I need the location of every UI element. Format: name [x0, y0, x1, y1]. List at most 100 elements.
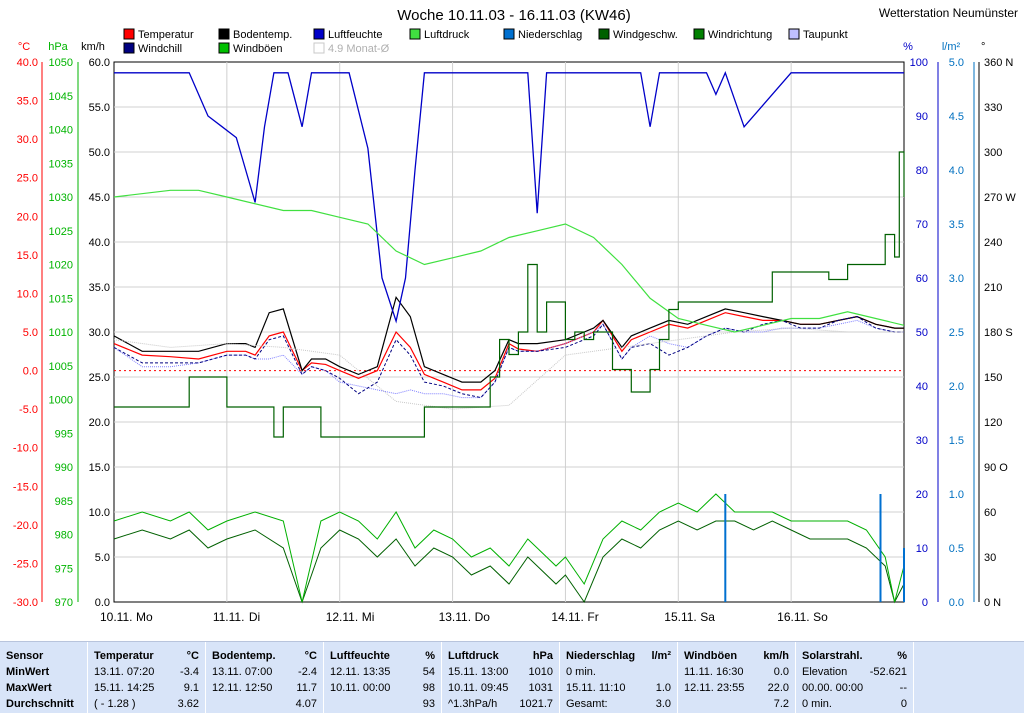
- series-line-windrichtung: [114, 151, 905, 438]
- axis-tick-humidity: 100: [910, 57, 928, 69]
- axis-tick-rain: 2.5: [949, 327, 964, 339]
- stats-column: Temperatur °C 13.11. 07:20 -3.4 15.11. 14:25…: [88, 642, 205, 713]
- legend-label: Luftdruck: [424, 29, 470, 41]
- legend-swatch: [123, 42, 135, 54]
- axis-tick-pressure: 1000: [49, 395, 73, 407]
- legend-swatch: [788, 28, 800, 40]
- stats-column-unit: km/h: [763, 650, 789, 662]
- axis-tick-pressure: 975: [55, 563, 73, 575]
- axis-tick-temp: -15.0: [13, 481, 38, 493]
- axis-tick-temp: 20.0: [17, 211, 38, 223]
- rain-bar: [903, 548, 905, 602]
- stats-cell-value: 1031: [528, 682, 553, 694]
- stats-cell-value: -3.4: [180, 666, 199, 678]
- legend-label: Luftfeuchte: [328, 29, 382, 41]
- stats-column: Windböen km/h 11.11. 16:30 0.0 12.11. 23:55 2…: [678, 642, 795, 713]
- axis-tick-wind: 10.0: [89, 507, 110, 519]
- legend-swatch: [218, 28, 230, 40]
- stats-column-unit: %: [897, 650, 907, 662]
- stats-column-title: Solarstrahl.: [802, 650, 863, 662]
- stats-cell-value: -52.621: [869, 666, 907, 678]
- x-tick-date: 10.11.: [100, 610, 132, 624]
- stats-separator: [205, 642, 206, 713]
- axis-tick-pressure: 1025: [49, 226, 73, 238]
- axis-tick-rain: 3.0: [949, 273, 964, 285]
- axis-tick-direction: 330: [984, 102, 1002, 114]
- series-line-windb-en: [113, 493, 905, 603]
- axis-tick-rain: 1.0: [949, 489, 964, 501]
- stats-cell-time: 13.11. 07:20: [94, 666, 155, 678]
- legend-swatch: [693, 28, 705, 40]
- x-tick-day: Di: [249, 610, 260, 624]
- axis-tick-wind: 5.0: [95, 552, 110, 564]
- stats-cell-time: 0 min.: [566, 666, 596, 678]
- axis-tick-pressure: 1050: [49, 57, 73, 69]
- x-tick-date: 11.11.: [213, 610, 245, 624]
- axis-tick-rain: 5.0: [949, 57, 964, 69]
- legend-label: Windchill: [138, 43, 182, 55]
- stats-cell-time: 12.11. 13:35: [330, 666, 391, 678]
- axis-tick-temp: -20.0: [13, 520, 38, 532]
- stats-cell-time: Gesamt:: [566, 698, 608, 710]
- station-name: Wetterstation Neumünster: [879, 6, 1018, 20]
- axis-tick-wind: 40.0: [89, 237, 110, 249]
- axis-unit-humidity: %: [903, 41, 913, 53]
- axis-tick-humidity: 40: [916, 381, 928, 393]
- axis-tick-wind: 25.0: [89, 372, 110, 384]
- legend-label: Temperatur: [138, 29, 194, 41]
- stats-column: Luftfeuchte% 12.11. 13:35 54 10.11. 00:00 98…: [324, 642, 441, 713]
- axis-tick-wind: 55.0: [89, 102, 110, 114]
- axis-tick-humidity: 60: [916, 273, 928, 285]
- stats-column-title: Luftfeuchte: [330, 650, 390, 662]
- rain-bar: [879, 494, 882, 602]
- axis-tick-temp: 25.0: [17, 173, 38, 185]
- legend-swatch: [409, 28, 421, 40]
- stats-cell-time: 00.00. 00:00: [802, 682, 864, 694]
- stats-label-min: MinWert: [6, 666, 50, 678]
- axis-tick-rain: 4.0: [949, 165, 964, 177]
- axis-tick-temp: 15.0: [17, 250, 38, 262]
- axis-tick-direction: 240: [984, 237, 1002, 249]
- stats-cell-value: 93: [422, 698, 435, 710]
- series-line-luftfeuchte: [114, 71, 904, 324]
- axis-tick-temp: -5.0: [19, 404, 38, 416]
- stats-cell-value: --: [899, 682, 907, 694]
- stats-cell-value: 22.0: [767, 682, 789, 694]
- stats-cell-time: 15.11. 11:10: [566, 682, 626, 694]
- stats-cell-time: 13.11. 07:00: [212, 666, 273, 678]
- legend-swatch: [313, 28, 325, 40]
- axis-tick-humidity: 50: [916, 327, 928, 339]
- stats-cell-value: 9.1: [183, 682, 199, 694]
- axis-unit-direction: °: [981, 41, 985, 53]
- axis-tick-pressure: 1030: [49, 192, 73, 204]
- axis-tick-direction: 90 O: [984, 462, 1008, 474]
- axis-tick-direction: 300: [984, 147, 1002, 159]
- legend-label: Bodentemp.: [233, 29, 292, 41]
- stats-cell-value: 3.62: [177, 698, 199, 710]
- axis-tick-temp: -30.0: [13, 597, 38, 609]
- axis-tick-humidity: 10: [916, 543, 928, 555]
- axis-unit-wind: km/h: [81, 41, 105, 53]
- axis-tick-pressure: 985: [55, 496, 73, 508]
- stats-separator: [441, 642, 442, 713]
- stats-cell-value: 1.0: [655, 682, 671, 694]
- stats-separator: [795, 642, 796, 713]
- x-tick-day: Sa: [700, 610, 715, 624]
- stats-cell-value: 4.07: [295, 698, 317, 710]
- legend-label: Windrichtung: [708, 29, 772, 41]
- axis-tick-temp: 35.0: [17, 96, 38, 108]
- data-series: [113, 71, 905, 604]
- axis-tick-pressure: 1005: [49, 361, 73, 373]
- stats-separator: [87, 642, 88, 713]
- stats-cell-time: 12.11. 12:50: [212, 682, 273, 694]
- stats-column: Luftdruck hPa 15.11. 13:00 1010 10.11. 09:45…: [442, 642, 559, 713]
- series-line-4-9-monat: [113, 327, 904, 410]
- stats-cell-value: 3.0: [655, 698, 671, 710]
- stats-label-sensor: Sensor: [6, 650, 44, 662]
- axis-tick-direction: 60: [984, 507, 996, 519]
- x-tick-date: 16.11.: [777, 610, 809, 624]
- stats-cell-time: 10.11. 00:00: [330, 682, 391, 694]
- axis-tick-humidity: 30: [916, 435, 928, 447]
- axis-tick-direction: 150: [984, 372, 1002, 384]
